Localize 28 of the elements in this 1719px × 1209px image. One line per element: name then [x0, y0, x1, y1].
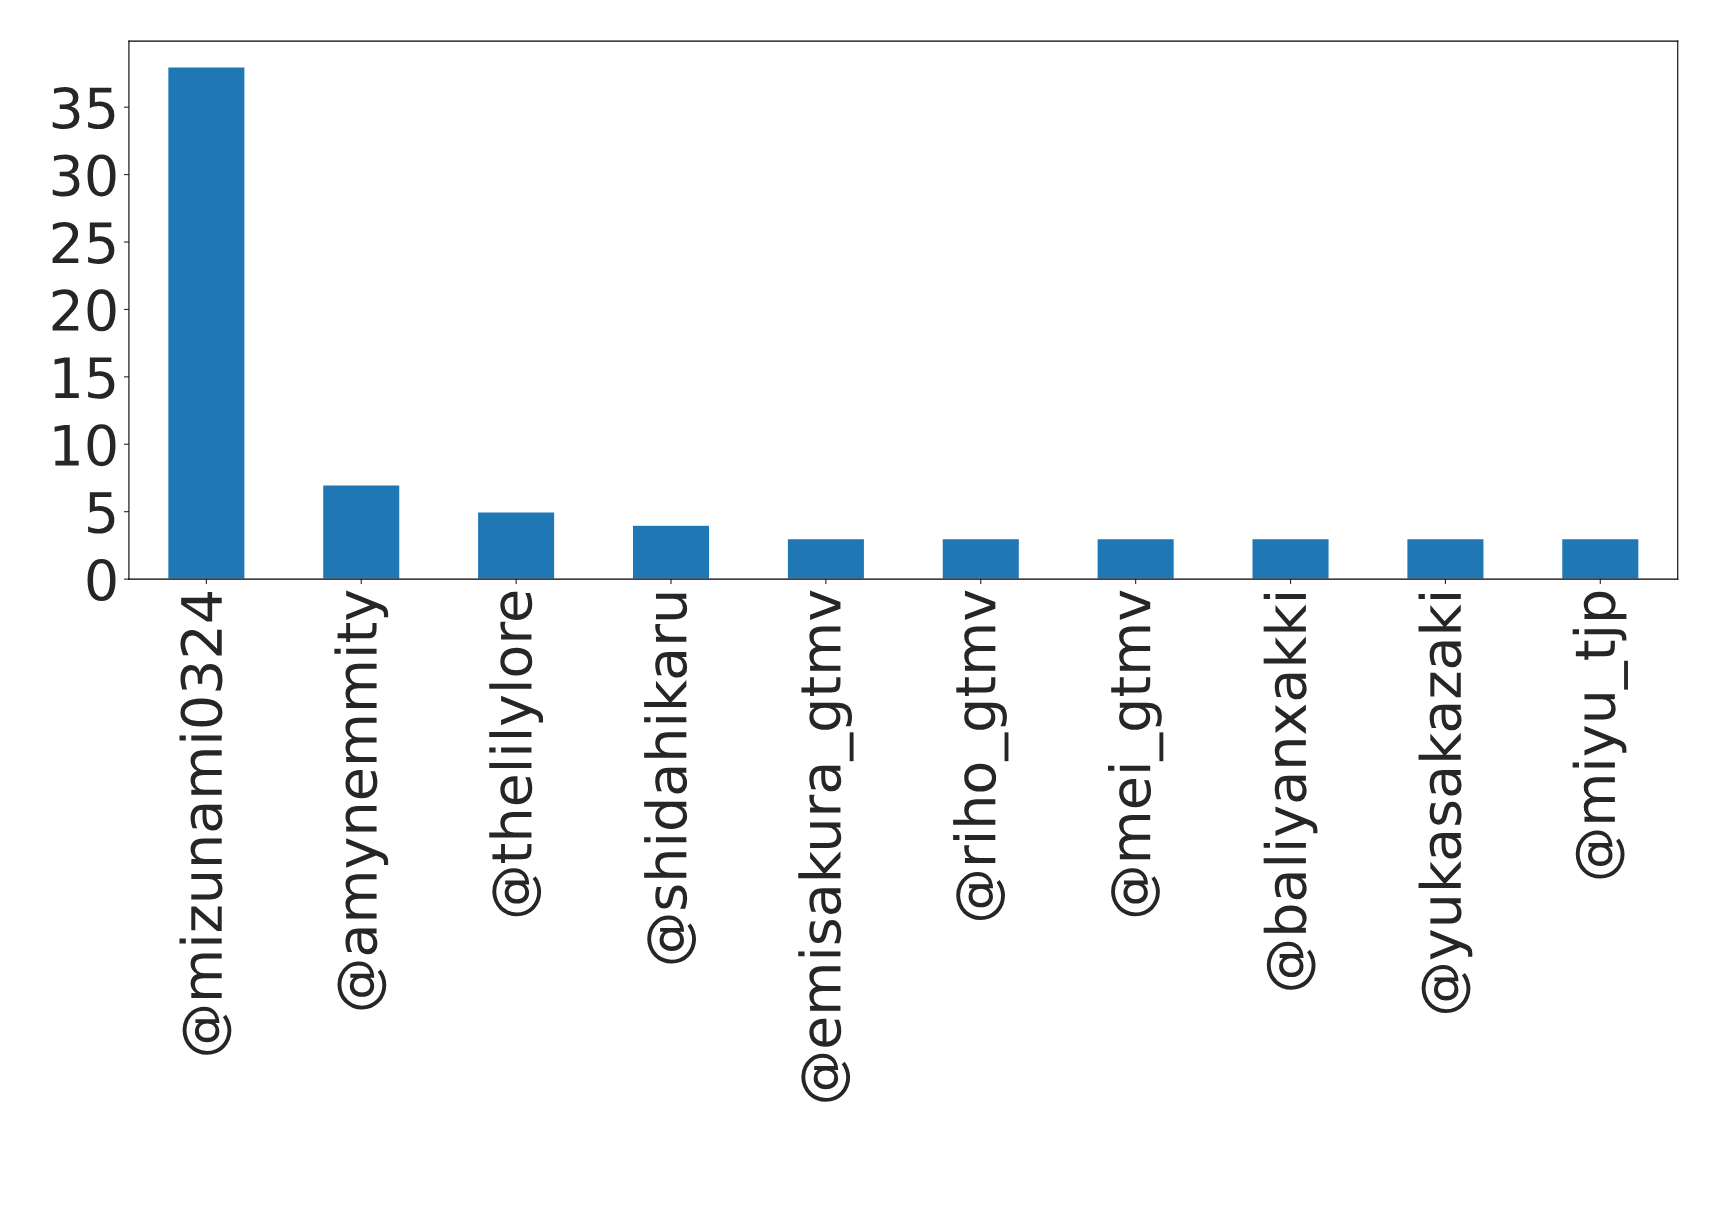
bar	[1096, 537, 1176, 580]
x-tick-label: @miyu_tjp	[1572, 591, 1628, 879]
bar	[1251, 537, 1330, 580]
bar	[321, 484, 401, 580]
y-tick-label: 35	[52, 87, 115, 130]
y-tick-label: 30	[52, 154, 116, 197]
x-tick-label: @yukasakazaki	[1418, 594, 1473, 1014]
x-tick-label: @mizunami0324	[179, 591, 232, 1055]
y-tick-label: 0	[87, 558, 116, 602]
bar	[631, 524, 711, 580]
x-tick-label: @amynemmity	[334, 590, 389, 1010]
bar	[1560, 537, 1640, 580]
x-tick-label: @baliyanxakki	[1263, 594, 1318, 990]
y-tick-label: 10	[54, 424, 116, 467]
y-tick-label: 15	[54, 357, 115, 399]
bar	[1406, 537, 1485, 580]
x-tick-label: @thelilylore	[489, 591, 544, 917]
bar	[476, 510, 556, 580]
bar	[941, 537, 1021, 580]
x-tick-label: @emisakura_gtmv	[798, 590, 854, 1102]
bar	[166, 66, 246, 580]
y-tick-label: 5	[88, 492, 115, 534]
y-tick-label: 25	[52, 221, 115, 264]
y-tick-label: 20	[52, 289, 116, 332]
bar	[786, 537, 866, 580]
x-tick-label: @riho_gtmv	[953, 590, 1009, 921]
x-tick-label: @mei_gtmv	[1108, 590, 1164, 917]
x-tick-label: @shidahikaru	[644, 593, 696, 964]
